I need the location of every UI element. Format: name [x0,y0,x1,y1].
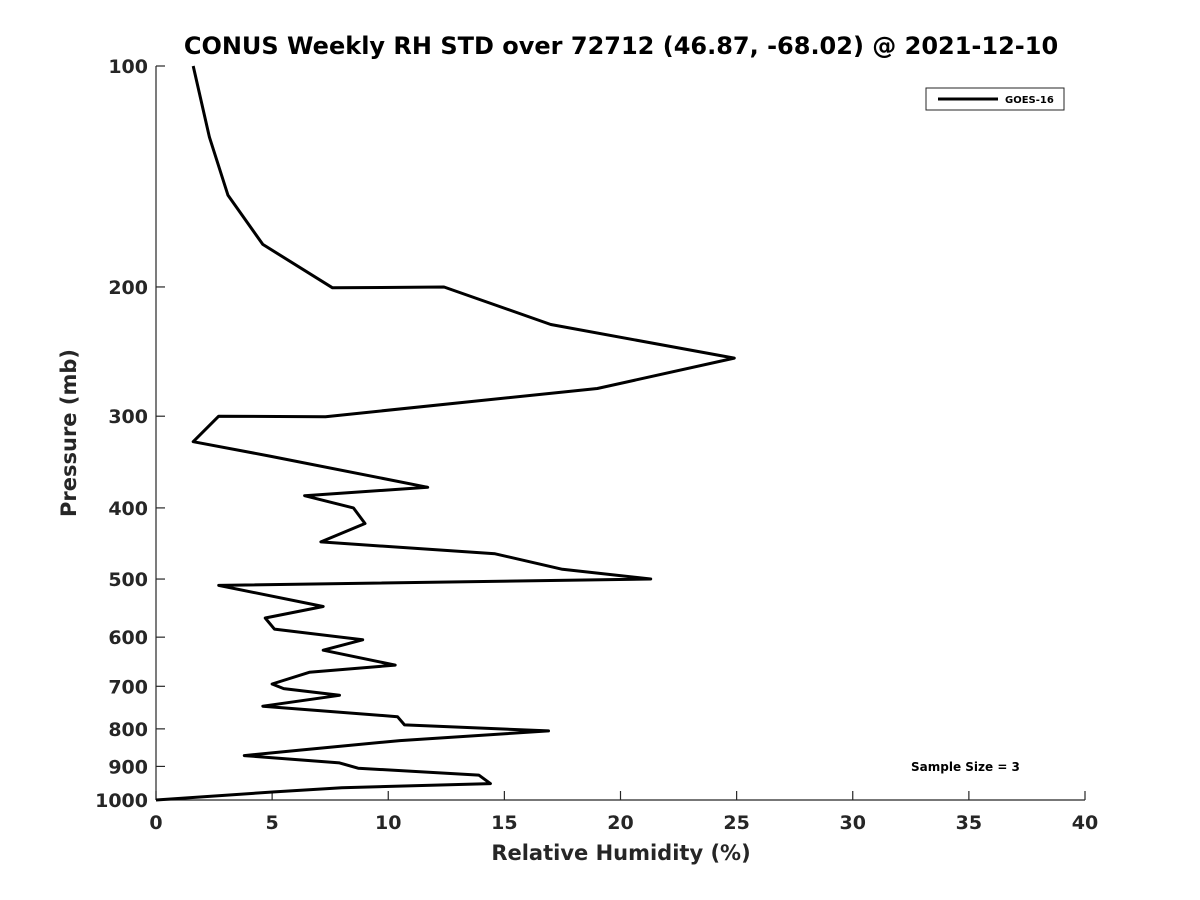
y-tick-label: 600 [108,627,148,649]
x-tick-label: 20 [607,812,633,834]
y-tick-label: 1000 [95,790,148,812]
x-tick-label: 35 [956,812,982,834]
sample-size-annotation: Sample Size = 3 [911,760,1020,774]
y-tick-label: 200 [108,277,148,299]
legend-label: GOES-16 [1005,95,1054,106]
x-tick-label: 10 [375,812,401,834]
x-tick-label: 30 [840,812,866,834]
y-tick-label: 500 [108,569,148,591]
y-axis-label: Pressure (mb) [57,349,81,517]
x-tick-label: 15 [491,812,517,834]
y-tick-label: 100 [108,56,148,78]
y-tick-label: 700 [108,676,148,698]
x-tick-label: 25 [723,812,749,834]
x-tick-label: 40 [1072,812,1098,834]
x-ticks: 0 5 10 15 20 25 30 35 40 [149,791,1098,834]
y-ticks: 100 200 300 400 500 600 700 800 900 1000 [95,56,165,812]
x-tick-label: 5 [266,812,279,834]
series-group [155,65,736,802]
x-axis-label: Relative Humidity (%) [491,841,750,865]
series-line-goes-16 [155,65,736,802]
chart-title: CONUS Weekly RH STD over 72712 (46.87, -… [184,32,1058,60]
y-tick-label: 300 [108,406,148,428]
x-tick-label: 0 [149,812,162,834]
legend: GOES-16 [925,87,1065,111]
plot-area: 0 5 10 15 20 25 30 35 40 100 200 300 400 500 600 700 80… [95,56,1098,834]
y-tick-label: 400 [108,498,148,520]
y-tick-label: 800 [108,719,148,741]
y-tick-label: 900 [108,756,148,778]
